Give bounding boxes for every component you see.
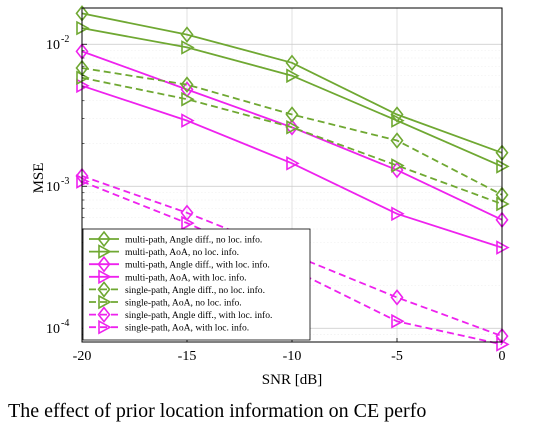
data-point xyxy=(180,76,194,93)
legend-marker xyxy=(97,230,111,248)
legend-label: single-path, Angle diff., no loc. info. xyxy=(125,285,265,296)
data-point xyxy=(181,113,195,128)
data-point xyxy=(285,119,299,136)
x-axis-label: SNR [dB] xyxy=(262,372,322,388)
data-point xyxy=(180,26,194,43)
legend-label: single-path, Angle diff., with loc. info… xyxy=(125,310,272,321)
data-point xyxy=(391,313,405,329)
data-point xyxy=(390,289,404,306)
data-point xyxy=(390,132,404,149)
data-point xyxy=(181,40,195,55)
legend-label: multi-path, AoA, with loc. info. xyxy=(125,272,247,283)
legend-marker xyxy=(98,294,112,310)
y-axis-label: MSE xyxy=(31,163,47,194)
data-point xyxy=(391,158,405,173)
legend-marker xyxy=(97,255,111,273)
x-tick-label: -10 xyxy=(283,349,302,364)
x-tick-label: -20 xyxy=(73,349,92,364)
data-point xyxy=(285,106,299,123)
legend-marker xyxy=(97,306,111,323)
data-point xyxy=(181,215,195,231)
legend-label: single-path, AoA, no loc. info. xyxy=(125,298,242,309)
series-line xyxy=(81,27,503,168)
x-tick-label: -5 xyxy=(391,349,403,364)
legend: multi-path, Angle diff., no loc. info.mu… xyxy=(82,228,311,341)
legend-marker xyxy=(97,281,111,298)
legend-marker xyxy=(98,244,112,259)
data-point xyxy=(286,68,300,84)
y-tick-label-exponent: -3 xyxy=(61,176,69,187)
y-tick-label: 10 xyxy=(46,38,60,53)
x-tick-label: -15 xyxy=(178,349,197,364)
data-point xyxy=(391,113,405,128)
series-line xyxy=(81,67,503,196)
y-tick-label: 10 xyxy=(46,180,60,195)
y-tick-label-exponent: -4 xyxy=(61,318,69,329)
series-line xyxy=(81,76,503,205)
data-point xyxy=(495,327,509,345)
legend-label: multi-path, Angle diff., with loc. info. xyxy=(125,260,270,271)
x-tick-label: 0 xyxy=(499,349,506,364)
ticks: -20 -15 -10 -5 010-410-310-2 xyxy=(46,34,506,364)
series-line xyxy=(81,12,503,154)
legend-label: multi-path, Angle diff., no loc. info. xyxy=(125,235,262,246)
series-line xyxy=(81,180,503,346)
data-point xyxy=(286,119,300,135)
legend-label: multi-path, AoA, no loc. info. xyxy=(125,247,239,258)
legend-label: single-path, AoA, with loc. info. xyxy=(125,323,249,334)
data-point xyxy=(181,91,195,107)
y-tick-label-exponent: -2 xyxy=(61,34,69,45)
data-point xyxy=(391,206,405,222)
legend-box xyxy=(82,228,311,341)
data-point xyxy=(285,54,299,72)
figure-caption: The effect of prior location information… xyxy=(8,400,427,422)
legend-marker xyxy=(98,319,112,335)
series-group xyxy=(76,20,510,174)
data-point xyxy=(286,155,300,171)
legend-marker xyxy=(98,269,112,285)
series-line xyxy=(81,84,503,249)
y-tick-label: 10 xyxy=(46,322,60,337)
